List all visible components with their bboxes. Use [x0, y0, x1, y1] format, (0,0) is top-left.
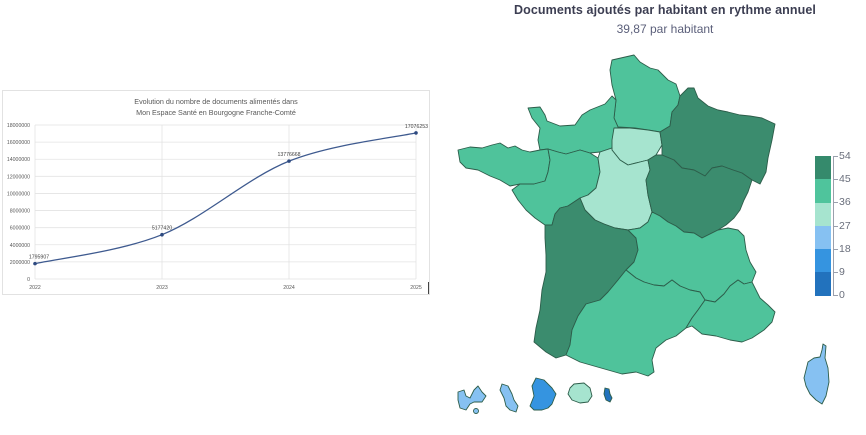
data-point-marker[interactable] [160, 232, 164, 237]
legend-tick: 45 [834, 174, 851, 185]
region-la-reunion[interactable] [567, 382, 593, 404]
data-point-marker[interactable] [287, 159, 291, 163]
x-axis-tick-label: 2022 [29, 285, 41, 291]
legend-tick: 9 [834, 267, 845, 278]
data-point-marker[interactable] [414, 131, 418, 135]
x-axis-tick-label: 2025 [410, 285, 422, 291]
data-point-label: 1795907 [29, 255, 49, 261]
y-axis-tick-label: 6000000 [10, 226, 30, 232]
y-axis-tick-label: 4000000 [10, 243, 30, 249]
y-axis-tick-label: 18000000 [7, 123, 30, 129]
chart-title-line-2: Mon Espace Santé en Bourgogne Franche-Co… [136, 107, 296, 117]
legend-tick: 0 [834, 290, 845, 301]
legend-swatch-45-54 [815, 156, 831, 180]
region-occitanie[interactable] [565, 269, 706, 377]
legend-swatch-27-36 [815, 202, 831, 226]
region-guyane[interactable] [529, 377, 557, 411]
legend-tick: 36 [834, 197, 851, 208]
x-axis-tick-label: 2023 [156, 285, 168, 291]
y-axis-tick-label: 2000000 [10, 260, 30, 266]
region-guadeloupe-islet [473, 408, 479, 414]
legend-swatch-18-27 [815, 225, 831, 250]
map-title: Documents ajoutés par habitant en rythme… [514, 3, 816, 17]
chart-title: Evolution du nombre de documents aliment… [3, 97, 429, 118]
color-scale-legend [815, 156, 831, 296]
region-corse[interactable] [803, 343, 830, 405]
legend-swatch-36-45 [815, 179, 831, 203]
legend-swatch-9-18 [815, 249, 831, 273]
region-hauts-de-france[interactable] [609, 54, 681, 133]
legend-tick: 54 [834, 151, 851, 162]
region-normandie[interactable] [527, 95, 619, 155]
y-axis-tick-label: 16000000 [7, 140, 30, 146]
data-point-label: 17076253 [405, 124, 428, 130]
region-bretagne[interactable] [457, 142, 551, 187]
legend-swatch-0-9 [815, 272, 831, 296]
line-chart-panel: Evolution du nombre de documents aliment… [2, 90, 430, 295]
map-subtitle: 39,87 par habitant [616, 22, 714, 36]
chart-title-line-1: Evolution du nombre de documents aliment… [134, 97, 298, 106]
legend-tick: 27 [834, 221, 851, 232]
data-point-marker[interactable] [33, 261, 37, 266]
series-line [34, 132, 417, 265]
y-axis-tick-label: 10000000 [7, 191, 30, 197]
region-guadeloupe[interactable] [457, 385, 487, 411]
region-mayotte[interactable] [603, 387, 613, 403]
legend-tick: 18 [834, 244, 851, 255]
y-axis-tick-label: 12000000 [7, 174, 30, 180]
panel-edge-divider [428, 282, 429, 294]
x-axis-tick-label: 2024 [283, 285, 295, 291]
data-point-label: 5177420 [152, 226, 172, 232]
region-provence-alpes-cote-d-azur[interactable] [685, 279, 776, 343]
data-point-label: 13776668 [277, 152, 300, 158]
line-chart-plot: 18000000 16000000 14000000 12000000 10000000… [7, 123, 428, 291]
region-martinique[interactable] [499, 383, 519, 413]
y-axis-tick-label: 14000000 [7, 157, 30, 163]
y-axis-tick-label: 0 [27, 277, 30, 283]
y-axis-tick-label: 8000000 [10, 209, 30, 215]
